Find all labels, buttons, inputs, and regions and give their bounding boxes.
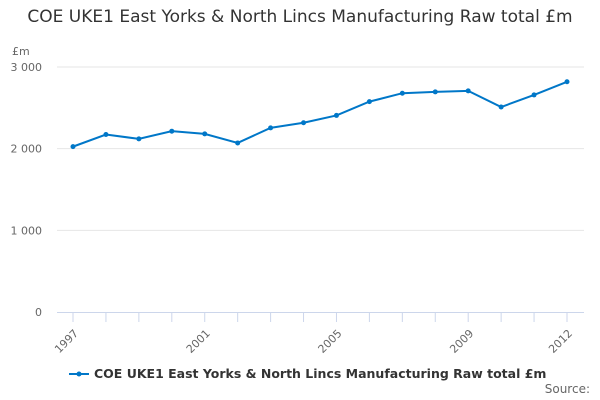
x-tick-label: 2005 <box>316 327 345 356</box>
data-point <box>564 79 570 85</box>
data-point <box>103 132 109 138</box>
legend-line-icon <box>69 371 89 376</box>
data-point <box>70 144 76 150</box>
data-point <box>333 112 339 118</box>
x-tick-label: 2009 <box>447 327 476 356</box>
y-tick-label: 3 000 <box>11 61 43 74</box>
data-point <box>301 120 307 126</box>
data-point <box>136 136 142 142</box>
data-point <box>366 99 372 105</box>
data-point <box>531 92 537 98</box>
y-tick-label: 1 000 <box>11 224 43 237</box>
y-axis-unit: £m <box>12 45 30 58</box>
data-point <box>465 88 471 94</box>
series-line <box>72 80 568 148</box>
chart-title: COE UKE1 East Yorks & North Lincs Manufa… <box>27 7 573 27</box>
data-point <box>432 89 438 95</box>
y-tick-label: 0 <box>35 306 42 319</box>
data-point <box>169 128 175 134</box>
data-point <box>498 104 504 110</box>
source-label: Source: <box>544 382 590 396</box>
data-point <box>268 125 274 131</box>
x-tick-label: 2001 <box>184 327 213 356</box>
legend-label: COE UKE1 East Yorks & North Lincs Manufa… <box>94 366 547 381</box>
x-tick-label: 2012 <box>546 327 575 356</box>
data-point <box>235 140 241 146</box>
data-point <box>202 131 208 137</box>
data-point <box>399 90 405 96</box>
legend-item[interactable]: COE UKE1 East Yorks & North Lincs Manufa… <box>68 366 546 381</box>
x-tick-label: 1997 <box>52 327 81 356</box>
y-tick-label: 2 000 <box>11 143 43 156</box>
